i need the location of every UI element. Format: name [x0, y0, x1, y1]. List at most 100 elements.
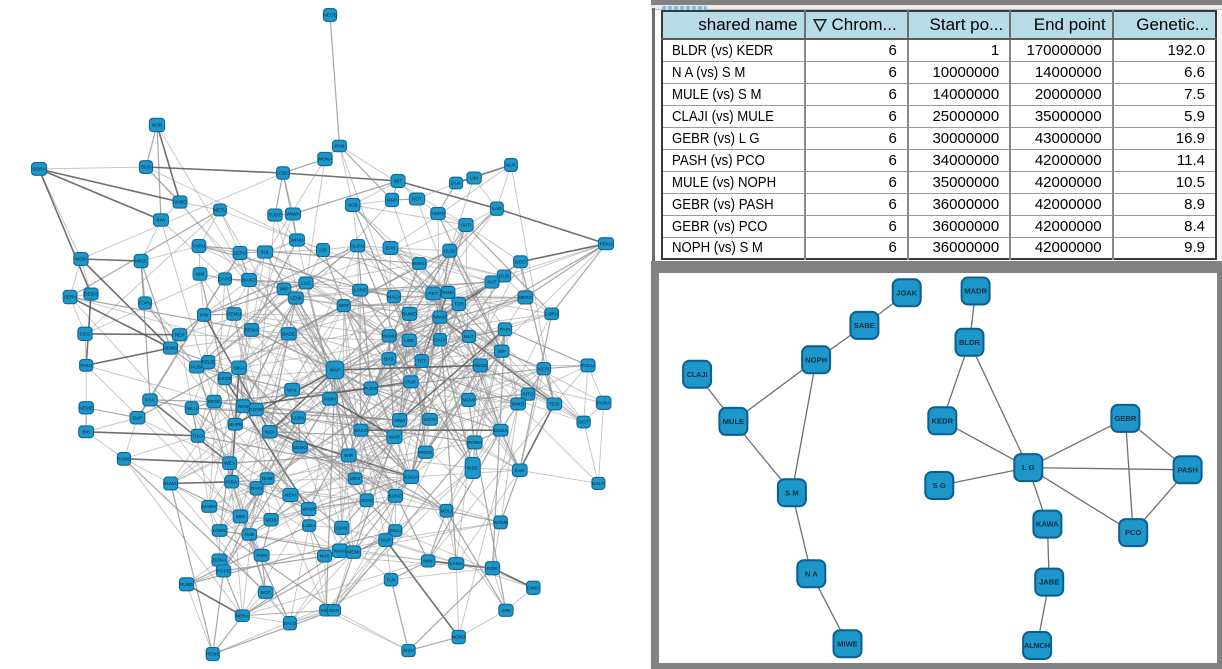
svg-text:WAR: WAR	[389, 434, 401, 440]
svg-text:NAT: NAT	[487, 280, 496, 286]
svg-text:REW: REW	[238, 404, 250, 410]
svg-text:SELU: SELU	[389, 528, 402, 534]
svg-text:NIWU: NIWU	[433, 315, 446, 321]
svg-text:PAMI: PAMI	[81, 363, 92, 369]
svg-text:PIBA: PIBA	[226, 479, 238, 485]
svg-text:NETU: NETU	[213, 208, 227, 214]
svg-text:KEDR: KEDR	[932, 416, 954, 425]
svg-text:MIGE: MIGE	[208, 399, 220, 405]
svg-text:LIKI: LIKI	[470, 176, 479, 182]
svg-text:NAB: NAB	[244, 532, 254, 538]
svg-text:LEPO: LEPO	[234, 251, 247, 257]
svg-text:TET: TET	[417, 359, 426, 365]
svg-text:KAK: KAK	[145, 398, 155, 404]
svg-text:TILO: TILO	[192, 433, 203, 439]
svg-text:SOTA: SOTA	[424, 417, 438, 423]
svg-text:WINU: WINU	[291, 238, 304, 244]
svg-text:DIMU: DIMU	[527, 585, 540, 591]
svg-text:MAP: MAP	[330, 368, 340, 374]
svg-text:SOBA: SOBA	[32, 167, 46, 173]
svg-text:RUBE: RUBE	[180, 582, 193, 588]
svg-text:WES: WES	[224, 461, 235, 467]
svg-text:DOD: DOD	[515, 259, 526, 265]
svg-text:MIWE: MIWE	[837, 639, 858, 648]
svg-text:SERA: SERA	[63, 295, 77, 301]
svg-text:GEBR: GEBR	[1114, 414, 1136, 423]
svg-text:BAKO: BAKO	[242, 278, 256, 284]
svg-text:N A: N A	[805, 569, 818, 578]
svg-text:LAMA: LAMA	[450, 561, 464, 567]
svg-text:SUPU: SUPU	[351, 243, 365, 249]
svg-text:NIDI: NIDI	[265, 429, 275, 435]
svg-text:REDE: REDE	[202, 360, 215, 366]
svg-text:BOT: BOT	[261, 590, 271, 596]
svg-text:ROR: ROR	[487, 566, 498, 572]
svg-text:LUDA: LUDA	[303, 523, 317, 529]
svg-text:KUGA: KUGA	[404, 475, 418, 481]
svg-text:DALO: DALO	[592, 481, 605, 487]
svg-text:MON: MON	[75, 257, 87, 263]
svg-text:WIP: WIP	[279, 287, 288, 293]
svg-text:SITO: SITO	[522, 392, 533, 398]
svg-text:KEG: KEG	[321, 608, 331, 614]
svg-text:MEMI: MEMI	[347, 550, 360, 556]
svg-text:RARI: RARI	[251, 486, 262, 492]
svg-text:BADE: BADE	[282, 331, 295, 337]
svg-text:MIT: MIT	[394, 179, 402, 185]
svg-text:KUBI: KUBI	[191, 365, 202, 371]
svg-text:TESI: TESI	[549, 402, 560, 408]
svg-text:SAKO: SAKO	[354, 428, 368, 434]
svg-text:BIW: BIW	[156, 218, 166, 224]
svg-text:DOGE: DOGE	[249, 407, 263, 413]
svg-text:RUWU: RUWU	[163, 481, 178, 487]
svg-text:PEME: PEME	[206, 652, 220, 658]
svg-text:BALO: BALO	[283, 621, 296, 627]
svg-text:POPO: POPO	[217, 569, 231, 575]
svg-text:DUB: DUB	[499, 274, 509, 280]
svg-text:DAPO: DAPO	[218, 277, 232, 283]
svg-text:BIDE: BIDE	[467, 466, 478, 472]
svg-text:MADR: MADR	[964, 287, 987, 296]
svg-text:TOR: TOR	[454, 302, 465, 308]
svg-text:DAK: DAK	[386, 246, 397, 252]
svg-text:ROMA: ROMA	[467, 440, 482, 446]
svg-text:WIWA: WIWA	[286, 212, 300, 218]
svg-text:BLDR: BLDR	[959, 338, 981, 347]
svg-text:LORU: LORU	[545, 311, 559, 317]
svg-text:TARU: TARU	[193, 244, 206, 250]
svg-text:NEME: NEME	[79, 405, 93, 411]
svg-text:PUGE: PUGE	[364, 386, 378, 392]
svg-text:NOPH: NOPH	[805, 355, 827, 364]
svg-text:MARA: MARA	[202, 504, 217, 510]
svg-text:DIW: DIW	[515, 468, 525, 474]
svg-text:S M: S M	[785, 488, 799, 497]
svg-text:MOLI: MOLI	[441, 508, 453, 514]
svg-text:BUMO: BUMO	[402, 311, 417, 317]
svg-text:TUK: TUK	[386, 577, 396, 583]
svg-text:SOW: SOW	[361, 498, 373, 504]
svg-text:DUSA: DUSA	[494, 428, 508, 434]
svg-text:NUKI: NUKI	[324, 397, 335, 403]
svg-text:NUPE: NUPE	[431, 211, 444, 217]
svg-text:DEDO: DEDO	[84, 292, 98, 298]
svg-text:SUL: SUL	[260, 250, 270, 256]
svg-text:SISU: SISU	[403, 648, 415, 654]
svg-text:DOR: DOR	[329, 608, 340, 614]
svg-text:PEKA: PEKA	[600, 241, 614, 247]
svg-text:DAP: DAP	[133, 415, 143, 421]
svg-text:LEMI: LEMI	[290, 296, 301, 302]
svg-text:NEGE: NEGE	[323, 13, 337, 19]
svg-text:DOKA: DOKA	[213, 558, 227, 564]
svg-text:NAS: NAS	[320, 554, 330, 560]
svg-text:PAM: PAM	[334, 144, 344, 150]
svg-text:PET: PET	[429, 291, 438, 297]
svg-text:ROT: ROT	[412, 197, 422, 203]
svg-text:MANI: MANI	[334, 548, 346, 554]
svg-text:ALMCH: ALMCH	[1024, 641, 1050, 650]
svg-text:TOPU: TOPU	[138, 301, 152, 307]
svg-text:WIR: WIR	[344, 453, 354, 459]
svg-text:REMA: REMA	[245, 328, 260, 334]
svg-text:GOT: GOT	[578, 420, 588, 426]
svg-text:SOB: SOB	[348, 203, 358, 209]
svg-text:GEGE: GEGE	[218, 376, 232, 382]
